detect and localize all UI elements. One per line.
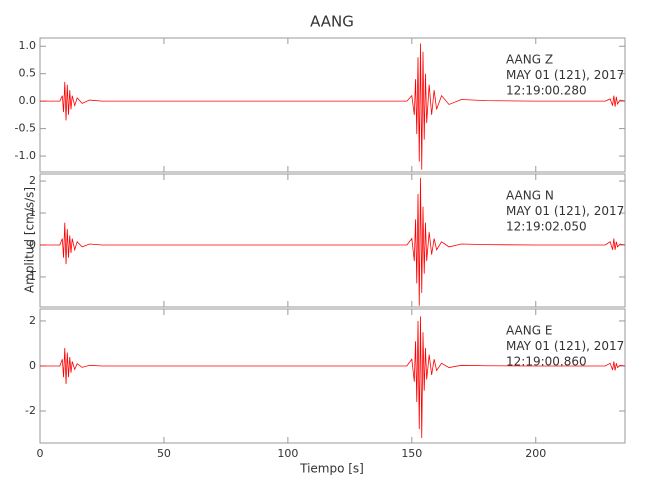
y-tick-label: -0.5 <box>15 122 36 135</box>
annotation: 12:19:00.280 <box>506 84 587 98</box>
annotation: MAY 01 (121), 2017 <box>506 204 624 218</box>
y-axis-label: Amplitud [cm/s/s] <box>23 187 37 293</box>
x-tick-label: 200 <box>525 447 546 460</box>
y-tick-label: 0 <box>29 238 36 251</box>
panel-frame <box>39 173 626 308</box>
annotation: AANG E <box>506 324 552 338</box>
annotation: AANG Z <box>506 53 553 67</box>
annotation: 12:19:00.860 <box>506 355 587 369</box>
y-tick-label: 1 <box>29 206 36 219</box>
x-axis-label: Tiempo [s] <box>299 462 364 476</box>
y-tick-label: -2 <box>25 404 36 417</box>
panel-frame <box>39 37 626 173</box>
y-tick-label: -1.0 <box>15 149 36 162</box>
annotation: MAY 01 (121), 2017 <box>506 339 624 353</box>
trace <box>40 316 626 439</box>
y-tick-label: 0.0 <box>19 94 37 107</box>
x-tick-label: 50 <box>157 447 171 460</box>
y-tick-label: 2 <box>29 314 36 327</box>
x-tick-label: 150 <box>401 447 422 460</box>
y-tick-label: 0.5 <box>19 67 37 80</box>
annotation: 12:19:02.050 <box>506 220 587 234</box>
y-tick-label: 1.0 <box>19 39 37 52</box>
panel-frame <box>39 308 626 444</box>
annotation: MAY 01 (121), 2017 <box>506 68 624 82</box>
x-tick-label: 100 <box>277 447 298 460</box>
y-tick-label: 2 <box>29 174 36 187</box>
y-tick-label: -1 <box>25 270 36 283</box>
y-tick-label: 0 <box>29 359 36 372</box>
trace <box>40 177 626 306</box>
annotation: AANG N <box>506 189 554 203</box>
trace <box>40 43 626 170</box>
chart-title: AANG <box>310 13 354 31</box>
x-tick-label: 0 <box>37 447 44 460</box>
